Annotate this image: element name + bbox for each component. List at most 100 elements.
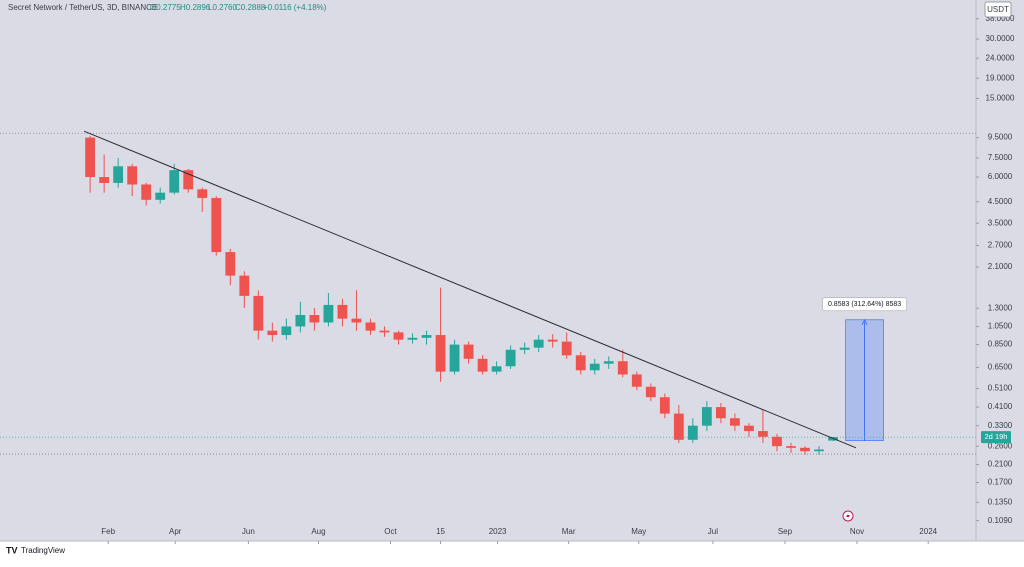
candle-body [449, 344, 460, 372]
candle-body [477, 358, 488, 372]
candle-body [631, 374, 642, 387]
measure-label: 0.8583 (312.64%) 8583 [828, 301, 901, 308]
candle-body [225, 252, 236, 276]
y-tick-label: 0.6500 [988, 363, 1013, 372]
y-tick-label: 15.0000 [986, 94, 1015, 103]
trendline [83, 130, 857, 449]
ohlc-close: C0.2888 [235, 3, 266, 12]
x-tick-label: Apr [169, 527, 182, 536]
y-tick-label: 1.0500 [988, 322, 1013, 331]
symbol-title: Secret Network / TetherUS, 3D, BINANCE [8, 3, 157, 12]
candle-body [561, 341, 572, 356]
candle-body [407, 337, 418, 340]
x-tick-label: Feb [101, 527, 115, 536]
event-icon[interactable] [842, 510, 854, 522]
candle-body [800, 447, 810, 452]
ohlc-change: +0.0116 (+4.18%) [263, 3, 327, 12]
candle-body [814, 449, 824, 452]
candle-body [323, 304, 334, 323]
measure-arrowhead [861, 318, 868, 325]
candle-body [786, 446, 796, 448]
y-tick-label: 1.3000 [988, 303, 1013, 312]
countdown-label: 2d 19h [985, 432, 1008, 441]
currency-label[interactable]: USDT [987, 5, 1009, 14]
y-tick-label: 0.5100 [988, 383, 1013, 392]
candle-body [645, 386, 656, 398]
candle-body [589, 363, 600, 371]
x-tick-label: 2024 [919, 527, 937, 536]
y-tick-label: 0.2600 [988, 441, 1013, 450]
candle-body [772, 436, 782, 447]
x-tick-label: Sep [778, 527, 793, 536]
y-tick-label: 30.0000 [986, 34, 1015, 43]
candle-body [435, 335, 446, 372]
candle-body [744, 425, 754, 432]
candle-body [169, 170, 180, 193]
y-tick-label: 38.0000 [986, 14, 1015, 23]
candle-body [337, 304, 348, 319]
plot-background [0, 0, 1024, 541]
ohlc-open: O0.2775 [150, 3, 181, 12]
candle-body [575, 355, 586, 371]
candle-body [183, 170, 194, 190]
ohlc-high: H0.2896 [180, 3, 211, 12]
candle-body [239, 275, 250, 296]
brand-logo: TV TradingView [6, 545, 65, 555]
y-tick-label: 2.1000 [988, 262, 1013, 271]
candle-body [141, 184, 152, 200]
y-tick-label: 0.1350 [988, 497, 1013, 506]
candle-body [281, 326, 292, 336]
candle-body [715, 407, 726, 419]
candle-body [673, 413, 684, 440]
y-tick-label: 0.2100 [988, 460, 1013, 469]
candle-body [547, 339, 558, 342]
candle-body [127, 166, 138, 185]
candle-body [491, 366, 502, 372]
candle-body [113, 166, 124, 183]
candle-body [267, 330, 278, 336]
brand-name: TradingView [21, 546, 65, 555]
y-tick-label: 6.0000 [988, 172, 1013, 181]
candle-body [197, 189, 208, 198]
ohlc-low: L0.2760 [208, 3, 237, 12]
candle-body [309, 315, 320, 323]
candle-body [211, 197, 222, 253]
measure-label-box [822, 297, 907, 312]
candle-body [463, 344, 474, 359]
y-tick-label: 0.4100 [988, 402, 1013, 411]
countdown-box [981, 431, 1011, 444]
candle-body [421, 335, 432, 338]
y-tick-label: 4.5000 [988, 197, 1013, 206]
candle-body [533, 339, 544, 348]
candle-body [758, 431, 768, 437]
candle-body [155, 192, 166, 200]
y-tick-label: 19.0000 [986, 73, 1015, 82]
y-tick-label: 9.5000 [988, 133, 1013, 142]
y-tick-label: 0.1090 [988, 516, 1013, 525]
currency-button[interactable] [984, 1, 1012, 18]
candle-body [85, 137, 96, 178]
y-tick-label: 7.5000 [988, 153, 1013, 162]
candle-body [701, 407, 712, 426]
x-tick-label: Mar [562, 527, 576, 536]
candle-body [365, 322, 376, 331]
x-tick-label: Oct [384, 527, 397, 536]
candle-body [295, 315, 306, 327]
x-tick-label: May [631, 527, 646, 536]
x-tick-label: 2023 [489, 527, 507, 536]
candle-body [351, 318, 362, 323]
event-bolt [846, 512, 850, 520]
candle-body [603, 361, 614, 364]
brand-mark: TV [6, 545, 18, 555]
y-tick-label: 0.1700 [988, 478, 1013, 487]
y-tick-label: 3.5000 [988, 218, 1013, 227]
candle-body [659, 397, 670, 414]
candle-body [379, 330, 390, 333]
candle-body [99, 177, 110, 183]
y-tick-label: 24.0000 [986, 53, 1015, 62]
x-tick-label: Jun [242, 527, 255, 536]
legend: Secret Network / TetherUS, 3D, BINANCE O… [8, 3, 327, 12]
x-tick-label: Jul [708, 527, 718, 536]
